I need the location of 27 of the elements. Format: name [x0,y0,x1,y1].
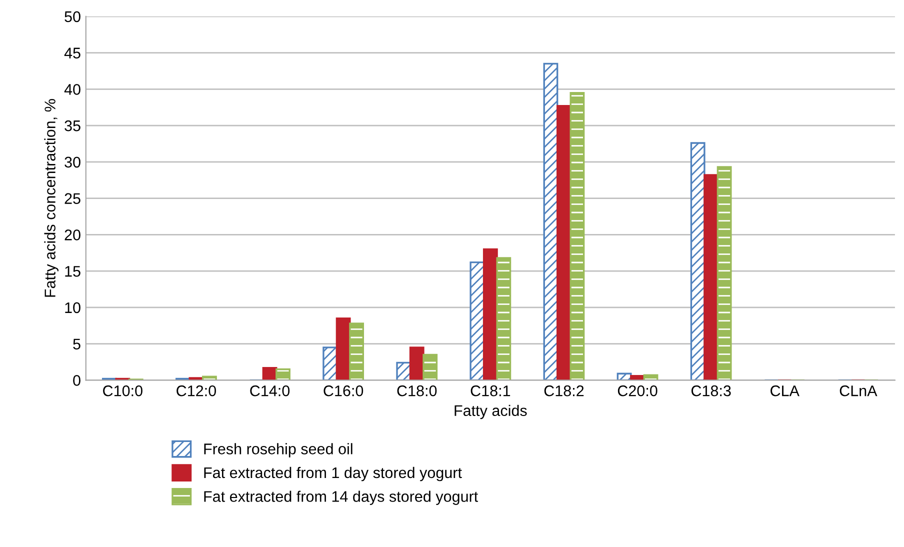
x-tick-label: C10:0 [103,385,142,396]
y-axis-title: Fatty acids concentraction, % [44,99,58,297]
y-tick-label: 5 [73,338,80,350]
y-tick-label: 30 [64,156,80,168]
legend-label: Fat extracted from 14 days stored yogurt [204,490,478,505]
y-tick-label: 45 [64,48,80,58]
x-tick-label: C14:0 [250,385,290,396]
x-tick-label: CLnA [840,385,878,396]
y-tick-label: 10 [65,302,80,314]
x-tick-label: C12:0 [176,385,216,396]
y-tick-label: 15 [65,266,80,277]
x-tick-label: C18:2 [544,385,584,396]
y-tick-label: 35 [64,120,80,132]
x-tick-label: C18:0 [397,385,437,396]
y-tick-label: 25 [64,193,80,204]
y-tick-label: 40 [64,84,80,95]
legend-label: Fresh rosehip seed oil [204,443,352,458]
x-axis-title: Fatty acids [454,404,527,420]
y-tick-label: 20 [64,230,80,240]
x-tick-label: C16:0 [324,385,364,396]
y-tick-label: 50 [64,11,80,22]
x-tick-label: C18:3 [691,385,731,396]
x-tick-label: C20:0 [618,385,658,396]
x-tick-label: C18:1 [470,385,510,396]
x-tick-label: CLA [770,385,800,396]
legend-label: Fat extracted from 1 day stored yogurt [204,466,462,482]
y-tick-label: 0 [73,375,80,386]
